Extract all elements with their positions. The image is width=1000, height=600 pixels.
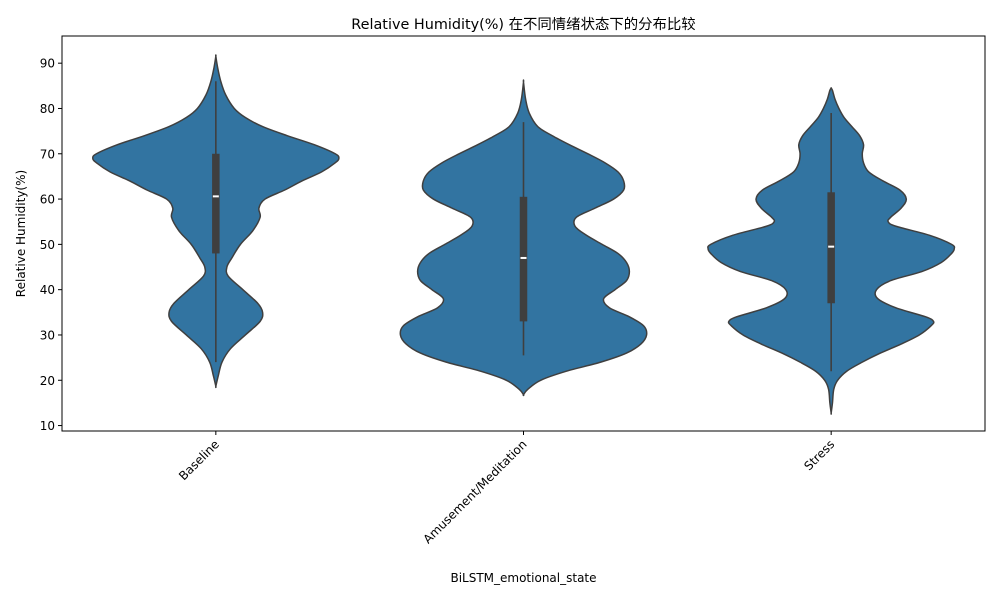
y-tick-label: 70 [40, 147, 55, 161]
iqr-box [212, 153, 220, 254]
x-axis-title: BiLSTM_emotional_state [450, 571, 596, 585]
y-tick-label: 80 [40, 102, 55, 116]
y-tick-label: 20 [40, 374, 55, 388]
y-tick-label: 30 [40, 328, 55, 342]
violins-layer [92, 54, 956, 415]
y-tick-label: 90 [40, 57, 55, 71]
y-tick-label: 60 [40, 193, 55, 207]
chart-title: Relative Humidity(%) 在不同情绪状态下的分布比较 [351, 15, 695, 33]
iqr-box [827, 192, 835, 304]
y-tick-label: 50 [40, 238, 55, 252]
y-tick-label: 40 [40, 283, 55, 297]
y-tick-label: 10 [40, 419, 55, 433]
y-axis: 10 20 30 40 50 60 70 80 90 [40, 57, 62, 433]
y-axis-title: Relative Humidity(%) [14, 170, 28, 297]
iqr-box [519, 196, 528, 322]
